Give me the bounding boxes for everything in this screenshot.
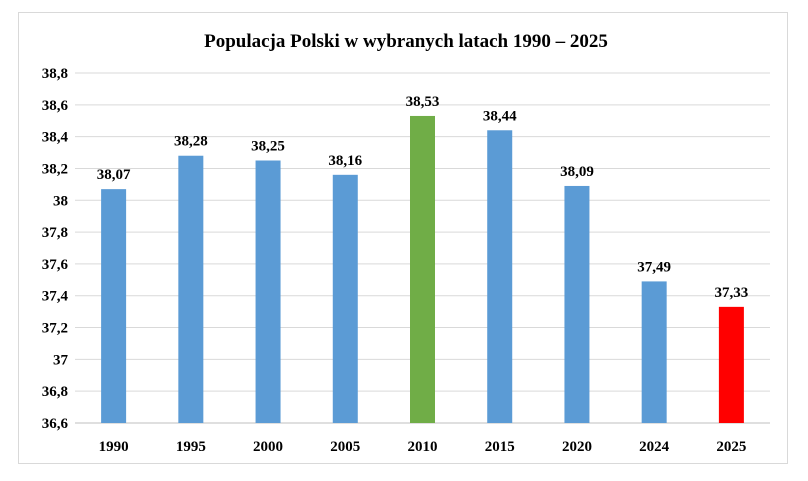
bar-2005: [332, 174, 358, 423]
bar-1990: [101, 189, 127, 423]
y-tick-label: 38,4: [42, 130, 69, 146]
chart-title: Populacja Polski w wybranych latach 1990…: [204, 31, 608, 52]
x-axis-ticks: 1990 1995 2000 2005 2010 2015 2020 2024 2025: [99, 439, 747, 455]
x-tick-label: 1995: [176, 439, 206, 455]
y-tick-label: 37,6: [42, 257, 69, 273]
bar-2000: [255, 160, 281, 423]
data-label-2000: 38,25: [251, 139, 285, 155]
bar-2010: [410, 115, 435, 424]
x-tick-label: 2025: [716, 439, 746, 455]
bar-2015: [487, 130, 513, 424]
y-tick-label: 37,2: [42, 321, 68, 337]
data-label-2015: 38,44: [483, 108, 517, 124]
data-label-2020: 38,09: [560, 164, 594, 180]
data-label-2025: 37,33: [715, 285, 749, 301]
y-tick-label: 37,8: [42, 225, 68, 241]
x-tick-label: 2010: [408, 439, 438, 455]
y-tick-label: 37,4: [42, 289, 69, 305]
x-tick-label: 2020: [562, 439, 592, 455]
bar-2024: [641, 281, 667, 423]
x-tick-label: 2000: [253, 439, 283, 455]
data-label-2005: 38,16: [328, 153, 362, 169]
x-tick-label: 2024: [639, 439, 670, 455]
y-tick-label: 37: [53, 352, 69, 368]
bar-2020: [564, 185, 590, 423]
y-tick-label: 38,8: [42, 66, 68, 82]
y-tick-label: 36,8: [42, 384, 68, 400]
data-label-1995: 38,28: [174, 134, 208, 150]
x-tick-label: 2005: [330, 439, 360, 455]
data-label-1990: 38,07: [97, 167, 131, 183]
bars: [101, 115, 744, 424]
y-tick-label: 36,6: [42, 416, 69, 432]
y-axis-ticks: 36,6 36,8 37 37,2 37,4 37,6 37,8 38 38,2 38,4 38,6…: [42, 66, 69, 432]
bar-1995: [178, 155, 204, 423]
data-label-2010: 38,53: [406, 94, 440, 110]
data-label-2024: 37,49: [637, 259, 671, 275]
bar-2025: [718, 306, 744, 423]
x-tick-label: 1990: [99, 439, 129, 455]
y-tick-label: 38,2: [42, 161, 68, 177]
x-tick-label: 2015: [485, 439, 515, 455]
data-labels: 38,07 38,28 38,25 38,16 38,53 38,44 38,09 37,49…: [97, 94, 749, 301]
y-tick-label: 38,6: [42, 98, 69, 114]
y-tick-label: 38: [53, 193, 68, 209]
